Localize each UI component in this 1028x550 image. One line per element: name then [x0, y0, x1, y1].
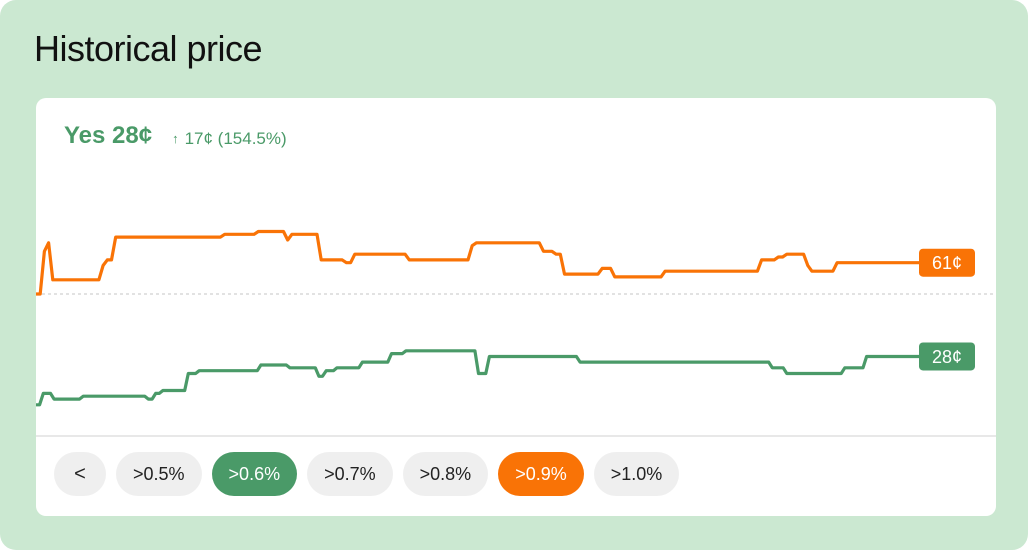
filter-button[interactable]: >0.6% — [211, 452, 298, 496]
series-line-yes — [36, 349, 923, 407]
price-chart: 61¢ 28¢ — [36, 229, 996, 437]
chevron-left-icon: < — [74, 462, 86, 485]
prev-button[interactable]: < — [54, 452, 106, 496]
price-headline: Yes 28¢ ↑ 17¢ (154.5%) — [64, 122, 287, 150]
filter-button[interactable]: >0.8% — [402, 452, 489, 496]
end-label-badge-no — [919, 248, 975, 277]
arrow-up-icon: ↑ — [172, 131, 179, 146]
filter-button[interactable]: >1.0% — [593, 452, 680, 496]
series-line-no — [36, 229, 923, 296]
filter-button[interactable]: >0.7% — [307, 452, 393, 496]
price-change: ↑ 17¢ (154.5%) — [172, 129, 287, 149]
end-label-badge-yes — [919, 342, 975, 371]
price-change-value: 17¢ (154.5%) — [184, 128, 287, 148]
card-title: Historical price — [34, 28, 263, 69]
filter-button[interactable]: >0.9% — [498, 452, 584, 496]
end-label-no: 61¢ — [932, 253, 962, 273]
threshold-filter-row: < >0.5% >0.6% >0.7% >0.8% >0.9% >1.0% — [54, 452, 680, 496]
chart-panel: 61¢ 28¢ Yes 28¢ ↑ 17¢ (154.5%) < >0.5% >0… — [36, 98, 996, 516]
end-label-yes: 28¢ — [932, 347, 962, 367]
yes-price-label: Yes 28¢ — [64, 122, 153, 149]
filter-button[interactable]: >0.5% — [116, 452, 202, 496]
